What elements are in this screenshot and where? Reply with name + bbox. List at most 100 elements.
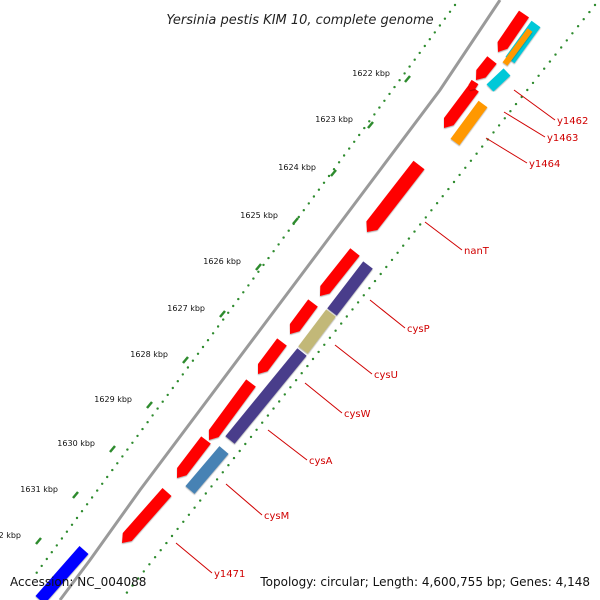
track-dot bbox=[481, 145, 484, 148]
gene-arrow bbox=[497, 10, 529, 53]
track-dot bbox=[548, 60, 552, 63]
ruler-tick-label: 1627 kbp bbox=[167, 304, 205, 313]
track-dot bbox=[317, 350, 320, 354]
track-dot bbox=[170, 534, 174, 538]
track-dot bbox=[443, 17, 447, 20]
ruler-tick-mark bbox=[367, 121, 374, 129]
genome-backbone bbox=[58, 0, 502, 600]
track-dot bbox=[151, 414, 154, 417]
track-dot bbox=[373, 279, 377, 283]
track-dot bbox=[131, 584, 134, 587]
track-dot bbox=[306, 364, 309, 368]
track-dot bbox=[424, 216, 427, 219]
track-dot bbox=[196, 352, 200, 355]
track-dot bbox=[206, 339, 210, 342]
track-dot bbox=[215, 478, 219, 481]
track-dot bbox=[294, 379, 298, 382]
ruler-tick-mark bbox=[219, 310, 226, 318]
track-dot bbox=[201, 345, 205, 349]
track-dot bbox=[383, 99, 386, 103]
track-dot bbox=[509, 110, 512, 113]
track-dot bbox=[106, 475, 109, 479]
track-dot bbox=[368, 120, 371, 123]
track-dot bbox=[165, 541, 168, 545]
track-dot bbox=[554, 53, 557, 56]
ruler-tick-mark bbox=[72, 491, 79, 499]
track-dot bbox=[373, 113, 376, 116]
track-dot bbox=[116, 462, 119, 465]
track-dot bbox=[448, 10, 452, 13]
ruler-tick-mark bbox=[404, 75, 411, 83]
track-dot bbox=[125, 591, 129, 594]
track-dot bbox=[166, 393, 169, 397]
gene-arrow bbox=[122, 488, 172, 543]
track-dot bbox=[497, 124, 501, 127]
label-leader-line bbox=[424, 221, 463, 251]
label-leader-line bbox=[175, 542, 213, 574]
track-dot bbox=[50, 551, 53, 554]
track-dot bbox=[423, 44, 426, 48]
ruler-tick-label: 1624 kbp bbox=[278, 163, 316, 172]
gene-arrow bbox=[444, 84, 479, 128]
track-dot bbox=[362, 294, 365, 297]
gene-label-cysP: cysP bbox=[407, 324, 430, 335]
track-dot bbox=[282, 236, 285, 239]
track-dot bbox=[402, 244, 405, 247]
track-dot bbox=[327, 174, 331, 178]
track-dot bbox=[153, 556, 157, 559]
track-dot bbox=[272, 250, 275, 253]
track-dot bbox=[475, 152, 478, 155]
track-dot bbox=[576, 25, 580, 28]
track-dot bbox=[297, 215, 300, 219]
track-dot bbox=[356, 301, 360, 304]
track-dot bbox=[435, 202, 439, 205]
track-dot bbox=[96, 489, 99, 492]
track-dot bbox=[257, 270, 260, 273]
track-dot bbox=[328, 336, 332, 339]
gene-y1464-bar bbox=[450, 100, 488, 146]
gene-label-cysM: cysM bbox=[264, 511, 289, 522]
track-dot bbox=[142, 570, 145, 573]
gene-cysM-bar bbox=[185, 446, 229, 494]
track-dot bbox=[193, 506, 196, 509]
ruler-tick-mark bbox=[35, 537, 42, 545]
track-dot bbox=[136, 434, 139, 438]
ruler-tick-mark bbox=[146, 401, 153, 409]
gene-cysW-bar bbox=[225, 348, 307, 444]
track-dot bbox=[289, 386, 292, 389]
ruler-tick-label: 1629 kbp bbox=[94, 395, 132, 404]
track-dot bbox=[131, 441, 134, 444]
ruler-tick-mark bbox=[109, 445, 116, 453]
label-leader-line bbox=[503, 111, 546, 138]
track-dot bbox=[396, 251, 399, 254]
track-dot bbox=[261, 421, 264, 424]
track-dot bbox=[111, 468, 114, 472]
label-leaders: y1462 y1463 y1464 nanT cysP cysU cysW cysA cysM y… bbox=[175, 89, 588, 580]
gene-arrow bbox=[289, 299, 318, 334]
track-dot bbox=[438, 24, 442, 27]
track-dot bbox=[302, 209, 305, 212]
ruler-tick-label: 1632 kbp bbox=[0, 531, 21, 540]
ruler-tick-label: 1623 kbp bbox=[315, 115, 353, 124]
track-dot bbox=[85, 503, 89, 506]
track-dot bbox=[238, 449, 241, 453]
track-dot bbox=[247, 284, 250, 287]
track-dot bbox=[249, 435, 253, 439]
track-dot bbox=[70, 523, 74, 526]
gene-label-cysA: cysA bbox=[309, 456, 333, 467]
track-dot bbox=[537, 74, 540, 78]
gene-label-cysW: cysW bbox=[344, 409, 371, 420]
map-title: Yersinia pestis KIM 10, complete genome bbox=[166, 13, 433, 28]
track-dot bbox=[393, 85, 396, 89]
track-dot bbox=[312, 195, 316, 198]
track-dot bbox=[458, 173, 461, 177]
accession-text: Accession: NC_004088 bbox=[10, 575, 146, 589]
track-dot bbox=[156, 407, 159, 410]
track-dot bbox=[252, 277, 255, 280]
track-dot bbox=[222, 318, 225, 321]
gene-label-nanT: nanT bbox=[464, 246, 490, 257]
track-dot bbox=[571, 32, 574, 35]
gene-label-y1462: y1462 bbox=[557, 116, 588, 127]
gene-label-y1464: y1464 bbox=[529, 159, 560, 170]
track-dot bbox=[171, 386, 174, 390]
